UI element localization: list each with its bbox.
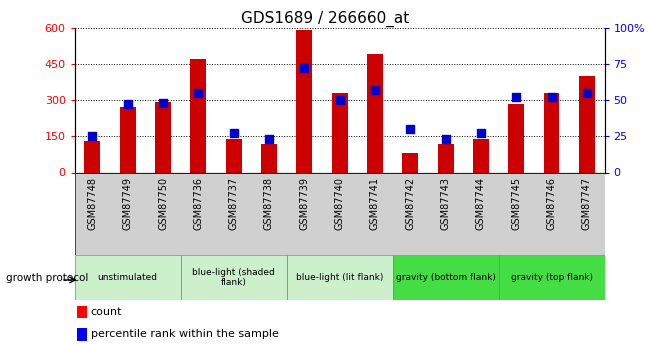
Text: GSM87749: GSM87749 bbox=[123, 177, 133, 230]
Text: count: count bbox=[90, 307, 122, 317]
Bar bbox=[499, 255, 604, 300]
Text: GSM87747: GSM87747 bbox=[582, 177, 592, 230]
Bar bbox=[543, 93, 560, 172]
Text: GSM87750: GSM87750 bbox=[158, 177, 168, 230]
Point bbox=[299, 66, 309, 71]
Bar bbox=[84, 141, 100, 172]
Text: percentile rank within the sample: percentile rank within the sample bbox=[90, 329, 278, 339]
Point bbox=[405, 126, 415, 132]
Text: GSM87748: GSM87748 bbox=[87, 177, 98, 230]
Bar bbox=[579, 76, 595, 172]
Text: unstimulated: unstimulated bbox=[98, 273, 158, 282]
Text: GDS1689 / 266660_at: GDS1689 / 266660_at bbox=[241, 10, 409, 27]
Text: GSM87745: GSM87745 bbox=[511, 177, 521, 230]
Point bbox=[440, 136, 450, 142]
Point bbox=[229, 131, 239, 136]
Point bbox=[122, 102, 133, 107]
Text: growth protocol: growth protocol bbox=[6, 273, 89, 283]
Point bbox=[87, 134, 98, 139]
Bar bbox=[473, 139, 489, 172]
Text: GSM87740: GSM87740 bbox=[335, 177, 344, 230]
Bar bbox=[155, 102, 171, 172]
Point bbox=[264, 136, 274, 142]
Point bbox=[546, 95, 556, 100]
Bar bbox=[367, 54, 383, 172]
Text: blue-light (lit flank): blue-light (lit flank) bbox=[296, 273, 384, 282]
Text: GSM87739: GSM87739 bbox=[299, 177, 309, 230]
Bar bbox=[287, 255, 393, 300]
Point bbox=[334, 97, 345, 103]
Text: GSM87737: GSM87737 bbox=[229, 177, 239, 230]
Bar bbox=[120, 107, 136, 172]
Bar bbox=[402, 153, 418, 172]
Bar bbox=[296, 30, 312, 172]
Point bbox=[511, 95, 521, 100]
Text: GSM87744: GSM87744 bbox=[476, 177, 486, 230]
Text: GSM87742: GSM87742 bbox=[405, 177, 415, 230]
Bar bbox=[437, 144, 454, 172]
Bar bbox=[393, 255, 499, 300]
Point bbox=[476, 131, 486, 136]
Text: GSM87736: GSM87736 bbox=[193, 177, 203, 230]
Bar bbox=[508, 104, 524, 172]
Bar bbox=[77, 328, 87, 341]
Bar bbox=[75, 255, 181, 300]
Point bbox=[193, 90, 203, 96]
Point bbox=[370, 87, 380, 93]
Point bbox=[158, 100, 168, 106]
Bar bbox=[332, 93, 348, 172]
Bar bbox=[226, 139, 242, 172]
Text: GSM87743: GSM87743 bbox=[441, 177, 450, 230]
Text: gravity (bottom flank): gravity (bottom flank) bbox=[396, 273, 495, 282]
Text: GSM87746: GSM87746 bbox=[547, 177, 556, 230]
Text: blue-light (shaded
flank): blue-light (shaded flank) bbox=[192, 268, 275, 287]
Bar bbox=[77, 306, 87, 318]
Text: gravity (top flank): gravity (top flank) bbox=[510, 273, 593, 282]
Point bbox=[582, 90, 592, 96]
Text: GSM87738: GSM87738 bbox=[264, 177, 274, 230]
Text: GSM87741: GSM87741 bbox=[370, 177, 380, 230]
Bar bbox=[75, 172, 604, 255]
Bar bbox=[190, 59, 206, 172]
Bar bbox=[261, 144, 277, 172]
Bar bbox=[181, 255, 287, 300]
